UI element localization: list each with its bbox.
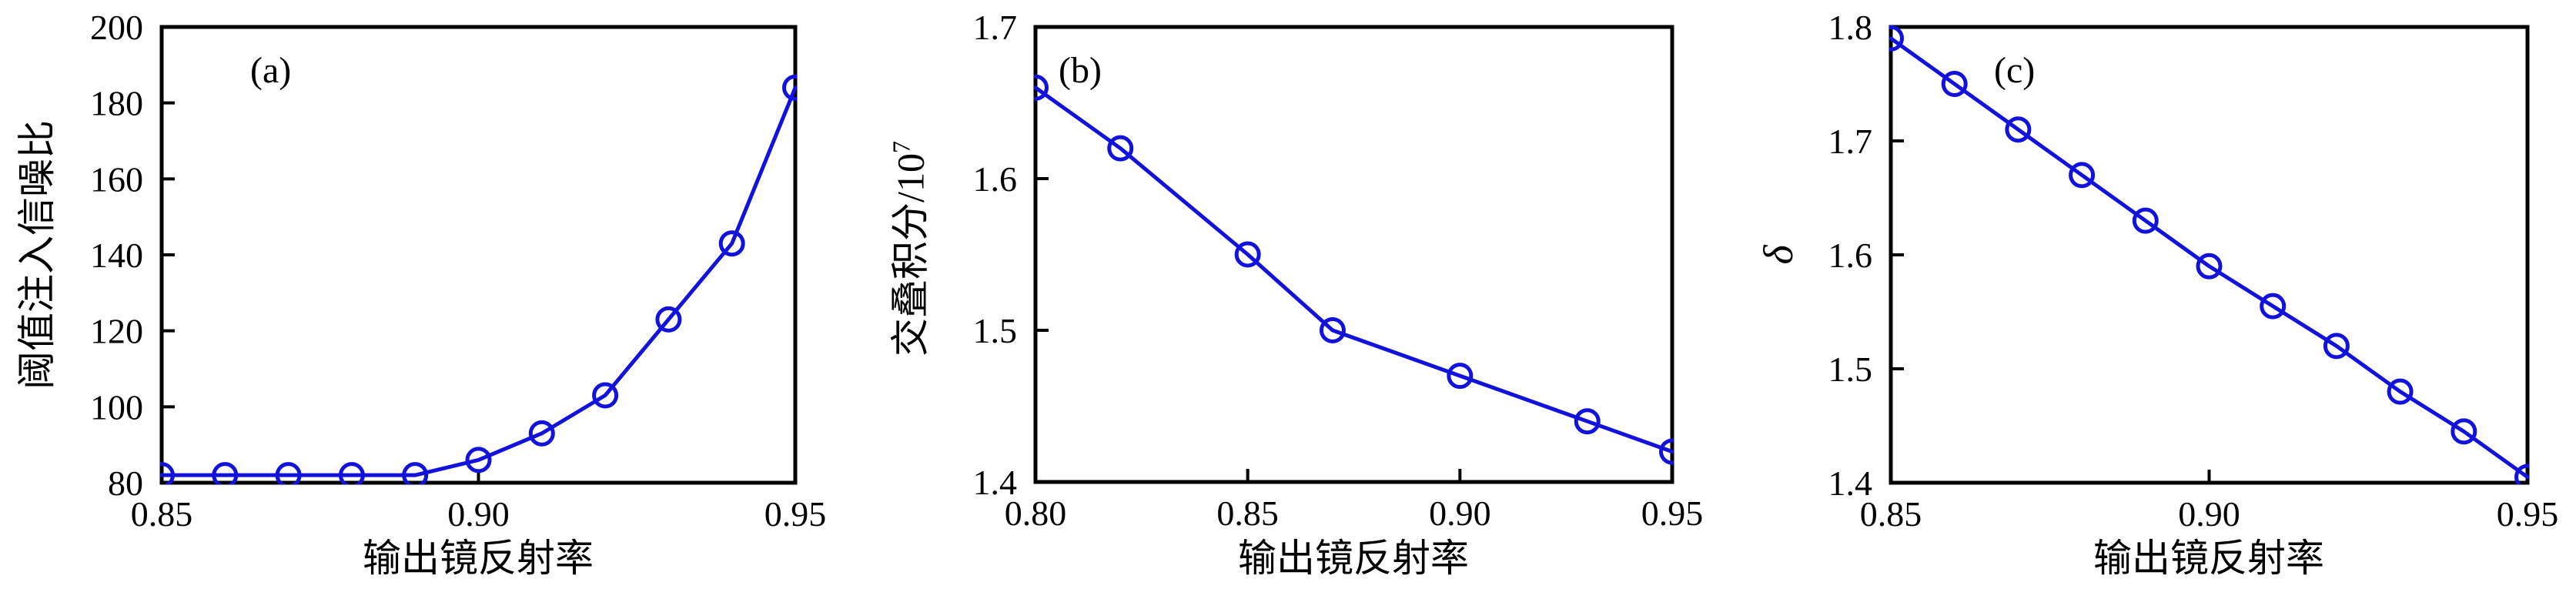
panel-c: 0.85 0.90 0.95 1.4 1.5 1.6 1.7 1.8 (c) δ 输出镜反射率 [1717,0,2576,599]
chart-a-canvas: 0.85 0.90 0.95 80 100 120 140 160 180 200 [90,8,827,534]
plot-box [1033,25,1674,484]
data-point-marker [2132,207,2159,234]
y-tick-label: 120 [90,312,143,351]
y-tick-label: 100 [90,387,143,427]
data-point-marker [2451,418,2477,445]
data-point-marker [275,462,302,484]
panel-c-y-axis-title: δ [1755,245,1802,265]
data-point-marker [1034,74,1049,101]
data-point-marker [1234,241,1261,268]
data-point-marker [402,462,429,484]
y-tick-label: 1.5 [973,311,1018,350]
panel-c-label: (c) [1994,50,2036,91]
x-tick-labels: 0.80 0.85 0.90 0.95 [1005,494,1704,533]
data-point-marker [2005,116,2032,143]
x-tick-label: 0.90 [1429,494,1491,533]
data-point-marker [1447,363,1474,390]
data-point-marker [338,462,365,484]
panel-c-x-axis-title: 输出镜反射率 [2093,537,2324,580]
axis-ticks [160,25,797,484]
panel-a-y-axis-title: 阈值注入信噪比 [15,120,59,390]
panel-c-y-axis-title-text: δ [1755,245,1802,265]
y-tick-label: 160 [90,159,143,199]
y-tick-label: 200 [90,8,143,47]
y-tick-labels: 1.4 1.5 1.6 1.7 [973,8,1018,502]
panel-b-x-axis-title: 输出镜反射率 [1238,537,1469,580]
x-tick-label: 0.85 [1216,494,1279,533]
x-tick-labels: 0.85 0.90 0.95 [131,494,827,534]
y-tick-label: 1.5 [1828,350,1873,389]
y-tick-labels: 80 100 120 140 160 180 200 [90,8,143,503]
x-tick-label: 0.85 [1860,494,1922,534]
data-point-marker [2514,463,2529,484]
y-tick-label: 1.7 [1828,122,1873,161]
data-point-marker [2260,293,2287,320]
panel-b-y-axis-title-text: 交叠积分/10 [888,153,932,356]
data-series [160,74,797,484]
data-point-marker [782,74,797,101]
data-point-marker [160,462,175,484]
data-point-marker [2196,253,2223,279]
data-point-marker [1889,25,1904,52]
y-tick-label: 1.4 [973,463,1018,502]
data-point-marker [465,447,492,474]
data-point-marker [1941,71,1968,97]
data-point-marker [718,230,745,257]
data-point-marker [2387,378,2414,405]
panel-a-label: (a) [250,50,292,91]
panel-a: 0.85 0.90 0.95 80 100 120 140 160 180 200 (a) 阈值注… [0,0,858,599]
data-point-marker [212,462,239,484]
chart-c-canvas: 0.85 0.90 0.95 1.4 1.5 1.6 1.7 1.8 [1828,8,2559,534]
data-series [1034,74,1674,465]
y-tick-label: 140 [90,236,143,275]
series-line [160,85,797,477]
y-tick-label: 1.7 [973,8,1018,47]
x-tick-label: 0.90 [447,494,510,534]
data-point-marker [1107,135,1134,162]
series-line [1889,36,2529,480]
y-tick-label: 80 [108,463,143,503]
x-tick-label: 0.95 [2497,494,2559,534]
x-tick-label: 0.85 [131,494,193,534]
series-line [1034,85,1674,454]
x-tick-label: 0.95 [764,494,827,534]
panel-a-y-axis-title-text: 阈值注入信噪比 [15,120,59,390]
data-point-marker [2323,333,2350,360]
plot-box [159,25,798,485]
x-tick-label: 0.80 [1005,494,1067,533]
y-tick-label: 180 [90,84,143,123]
axis-ticks [1889,25,2529,484]
x-tick-label: 0.90 [2178,494,2240,534]
data-point-marker [1574,408,1601,435]
panel-b-y-axis-title-superscript: 7 [887,141,915,154]
data-series [1889,25,2529,484]
y-tick-label: 1.8 [1828,8,1873,47]
y-tick-labels: 1.4 1.5 1.6 1.7 1.8 [1828,8,1873,503]
data-point-marker [2069,162,2096,189]
panel-b-y-axis-title: 交叠积分/107 [887,141,932,356]
x-tick-label: 0.95 [1641,494,1704,533]
panel-a-x-axis-title: 输出镜反射率 [363,537,594,580]
panel-b: 0.80 0.85 0.90 0.95 1.4 1.5 1.6 1.7 (b) 交叠积分/10… [858,0,1717,599]
y-tick-label: 1.6 [1828,236,1873,275]
chart-b-canvas: 0.80 0.85 0.90 0.95 1.4 1.5 1.6 1.7 [973,8,1704,533]
data-point-marker [1319,317,1346,343]
x-tick-labels: 0.85 0.90 0.95 [1860,494,2559,534]
data-point-marker [655,306,682,333]
data-point-marker [1659,438,1674,465]
y-tick-label: 1.6 [973,159,1018,199]
data-point-marker [528,420,555,447]
axis-ticks [1034,25,1674,484]
panel-b-label: (b) [1059,50,1102,91]
data-point-marker [592,382,619,409]
y-tick-label: 1.4 [1828,463,1873,503]
